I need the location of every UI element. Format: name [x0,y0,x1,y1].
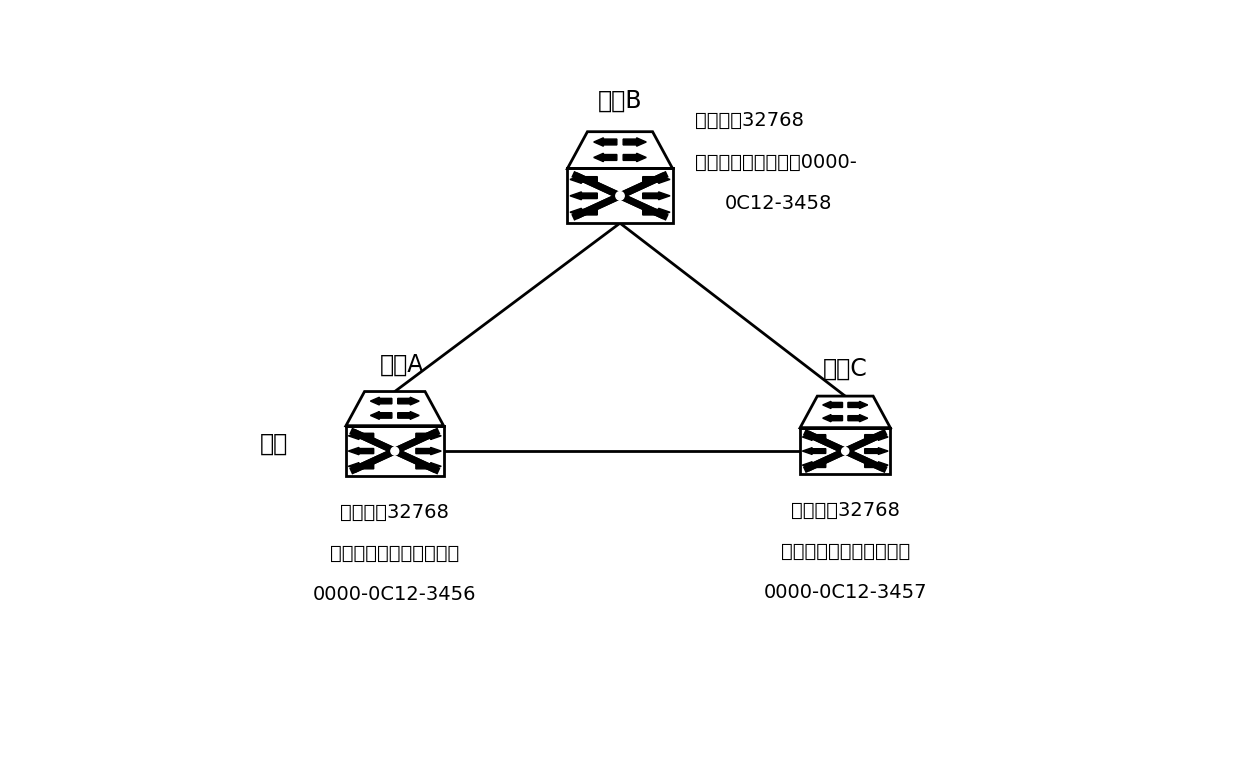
Polygon shape [624,153,646,162]
Text: 媒体访问控制地址地址：: 媒体访问控制地址地址： [781,542,910,561]
Polygon shape [864,434,888,440]
Polygon shape [624,138,646,146]
Polygon shape [802,461,826,468]
Polygon shape [594,153,616,162]
Polygon shape [864,447,888,454]
Circle shape [842,447,849,454]
Bar [346,425,444,476]
Polygon shape [802,447,826,454]
Text: 根桥: 根桥 [259,432,288,456]
Polygon shape [800,396,890,428]
Polygon shape [642,192,670,199]
Text: 优先级：32768: 优先级：32768 [791,500,900,520]
Circle shape [616,192,624,200]
Polygon shape [822,401,842,408]
Text: 设备B: 设备B [598,89,642,113]
Polygon shape [346,392,444,425]
Polygon shape [570,175,598,183]
Bar [800,428,890,475]
Polygon shape [642,208,670,216]
Text: 0000-0C12-3457: 0000-0C12-3457 [764,583,928,602]
Polygon shape [570,192,598,199]
Polygon shape [371,411,392,419]
Text: 媒体访问控制地址：0000-: 媒体访问控制地址：0000- [696,152,857,171]
Polygon shape [848,414,868,421]
Text: 设备C: 设备C [823,357,868,381]
Polygon shape [348,432,373,439]
Polygon shape [348,447,373,454]
Polygon shape [848,401,868,408]
Polygon shape [415,447,441,454]
Text: 0C12-3458: 0C12-3458 [725,194,832,213]
Polygon shape [398,397,419,405]
Polygon shape [348,463,373,470]
Text: 优先级：32768: 优先级：32768 [696,111,804,131]
Circle shape [391,447,399,455]
Text: 0000-0C12-3456: 0000-0C12-3456 [312,585,476,604]
Polygon shape [415,432,441,439]
Polygon shape [802,434,826,440]
Polygon shape [371,397,392,405]
Polygon shape [642,175,670,183]
Text: 优先级：32768: 优先级：32768 [340,503,449,522]
Polygon shape [415,463,441,470]
Polygon shape [864,461,888,468]
Bar [568,168,672,223]
Polygon shape [398,411,419,419]
Polygon shape [570,208,598,216]
Polygon shape [822,414,842,421]
Text: 媒体访问控制地址地址：: 媒体访问控制地址地址： [330,544,459,563]
Polygon shape [594,138,616,146]
Text: 设备A: 设备A [381,353,424,376]
Polygon shape [568,131,672,168]
